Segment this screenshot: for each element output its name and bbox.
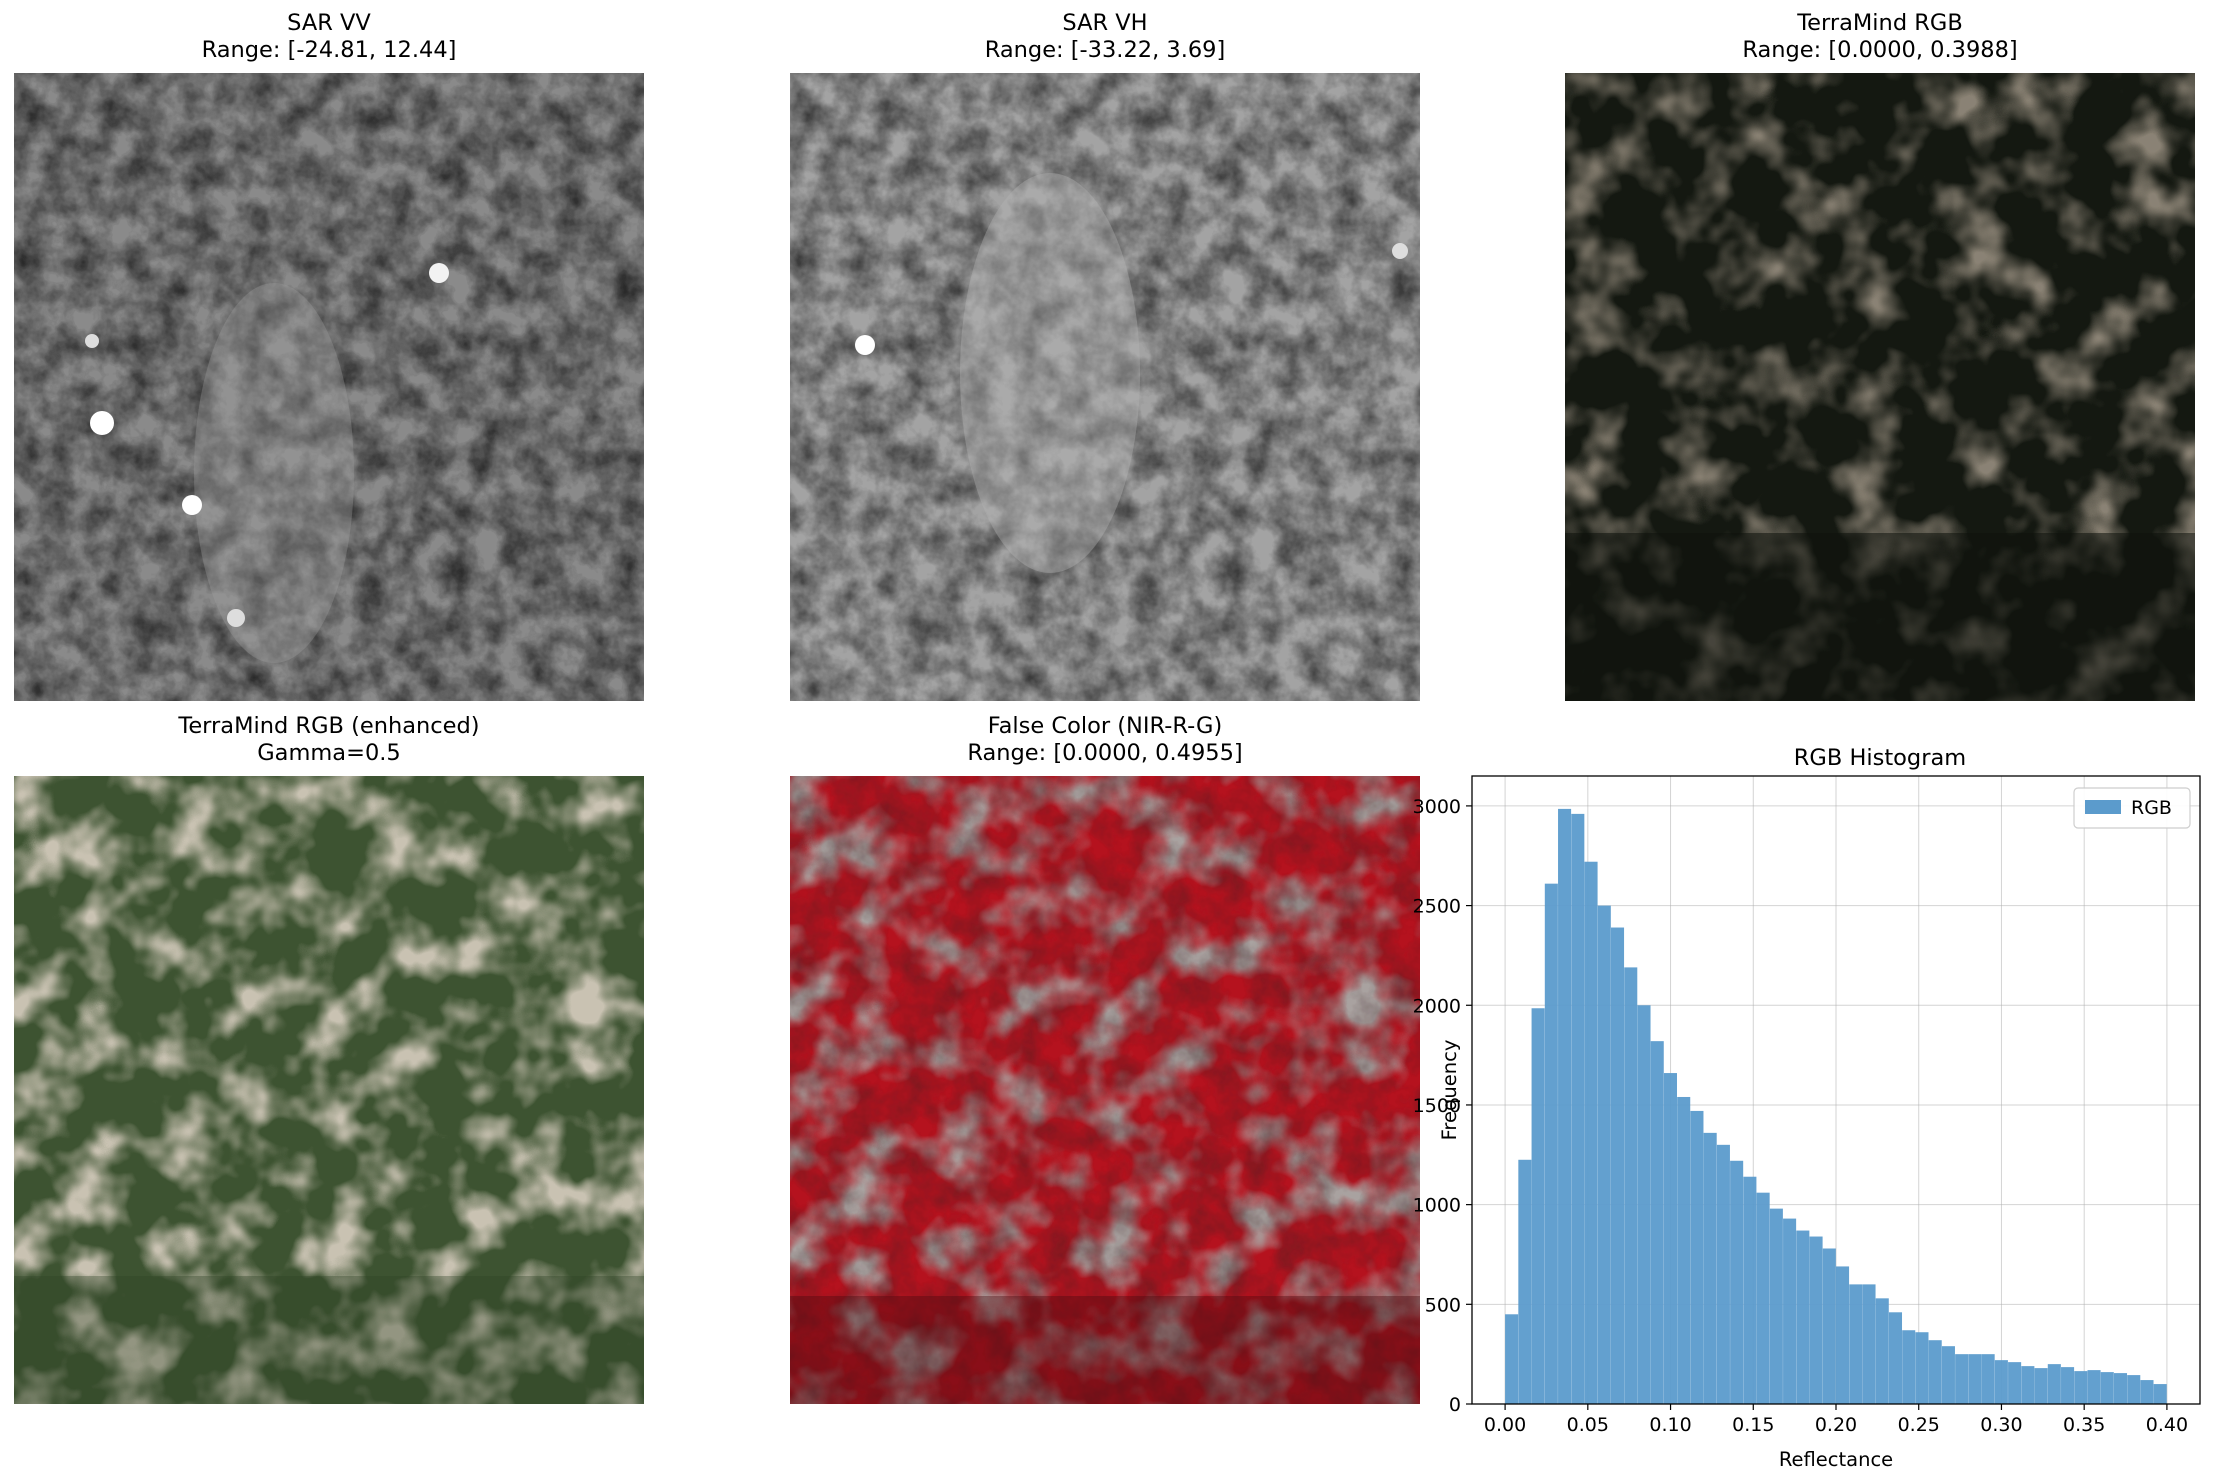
panel-title-text: SAR VV xyxy=(287,10,371,36)
histogram-bar xyxy=(1888,1312,1903,1404)
histogram-bar xyxy=(1981,1354,1995,1404)
x-tick-label: 0.35 xyxy=(2063,1414,2105,1436)
x-tick-label: 0.30 xyxy=(1980,1414,2022,1436)
histogram-bar xyxy=(1968,1354,1982,1404)
histogram-bar xyxy=(1716,1144,1730,1404)
panel-title-terramind-rgb: TerraMind RGB Range: [0.0000, 0.3988] xyxy=(1565,10,2195,64)
y-tick-label: 0 xyxy=(1449,1394,1461,1416)
panel-subtitle-text: Range: [0.0000, 0.4955] xyxy=(967,740,1243,766)
histogram-bar xyxy=(1624,967,1638,1404)
histogram-bar xyxy=(1531,1008,1545,1404)
y-tick-label: 2500 xyxy=(1413,896,1461,918)
histogram-bar xyxy=(1809,1236,1823,1404)
histogram-bar xyxy=(1584,861,1598,1404)
histogram-bar xyxy=(2140,1380,2154,1404)
histogram-bar xyxy=(2153,1384,2167,1404)
chart-bars xyxy=(1505,808,2167,1404)
panel-title-text: SAR VH xyxy=(1062,10,1148,36)
terramind-rgb-enhanced-image xyxy=(14,776,644,1404)
chart-ticks: 0.00 0.05 0.10 0.15 0.20 0.25 0.30 0.35 0.40 0 500… xyxy=(1413,796,2188,1436)
histogram-bar xyxy=(1756,1192,1770,1404)
x-tick-label: 0.10 xyxy=(1649,1414,1691,1436)
x-tick-label: 0.05 xyxy=(1567,1414,1609,1436)
histogram-bar xyxy=(2021,1366,2035,1404)
y-tick-label: 2000 xyxy=(1413,995,1461,1017)
y-axis-label: Frequency xyxy=(1438,1040,1461,1141)
y-tick-label: 3000 xyxy=(1413,796,1461,818)
legend-frame xyxy=(2073,787,2191,829)
panel-subtitle-text: Range: [0.0000, 0.3988] xyxy=(1742,37,2018,63)
x-axis-label: Reflectance xyxy=(1779,1448,1893,1471)
panel-title-false-color: False Color (NIR-R-G) Range: [0.0000, 0.… xyxy=(790,713,1420,767)
histogram-bar xyxy=(1955,1354,1969,1404)
histogram-bar xyxy=(2034,1368,2048,1404)
chart-legend: RGB xyxy=(2073,787,2191,829)
sar-vv-image xyxy=(14,73,644,701)
histogram-bar xyxy=(1902,1330,1916,1404)
histogram-bar xyxy=(2100,1372,2114,1404)
panel-title-sar-vv: SAR VV Range: [-24.81, 12.44] xyxy=(14,10,644,64)
chart-title: RGB Histogram xyxy=(1794,745,1966,771)
histogram-bar xyxy=(1994,1360,2008,1404)
panel-subtitle-text: Gamma=0.5 xyxy=(257,740,401,766)
histogram-bar xyxy=(1518,1159,1532,1404)
histogram-bar xyxy=(1743,1176,1757,1404)
histogram-bar xyxy=(1677,1096,1691,1404)
histogram-bar xyxy=(2113,1373,2128,1404)
sar-vh-image xyxy=(790,73,1420,701)
legend-entry-rgb: RGB xyxy=(2131,797,2172,819)
histogram-bar xyxy=(1836,1266,1850,1404)
histogram-bar xyxy=(2074,1371,2088,1404)
histogram-bar xyxy=(1862,1284,1876,1404)
histogram-bar xyxy=(1769,1208,1783,1404)
histogram-bar xyxy=(1928,1340,1942,1404)
histogram-bar xyxy=(1849,1284,1863,1404)
histogram-bar xyxy=(1796,1230,1810,1404)
panel-title-text: TerraMind RGB xyxy=(1797,10,1963,36)
histogram-bar xyxy=(1783,1218,1797,1404)
histogram-bar xyxy=(1505,1314,1519,1404)
histogram-bar xyxy=(1663,1073,1677,1404)
y-tick-label: 1500 xyxy=(1413,1095,1461,1117)
panel-subtitle-text: Range: [-24.81, 12.44] xyxy=(201,37,457,63)
panel-title-text: False Color (NIR-R-G) xyxy=(987,713,1223,739)
x-tick-label: 0.00 xyxy=(1484,1414,1526,1436)
histogram-bar xyxy=(1875,1298,1889,1404)
terramind-rgb-image xyxy=(1565,73,2195,701)
histogram-bar xyxy=(2087,1370,2101,1404)
y-tick-label: 500 xyxy=(1425,1294,1461,1316)
histogram-bar xyxy=(1571,813,1585,1404)
histogram-bar xyxy=(2008,1362,2022,1404)
histogram-bar xyxy=(1637,1005,1651,1404)
panel-title-terramind-rgb-enhanced: TerraMind RGB (enhanced) Gamma=0.5 xyxy=(14,713,644,767)
histogram-bar xyxy=(1610,927,1625,1404)
panel-title-sar-vh: SAR VH Range: [-33.22, 3.69] xyxy=(790,10,1420,64)
false-color-image xyxy=(790,776,1420,1404)
histogram-bar xyxy=(1650,1041,1664,1404)
panel-title-text: TerraMind RGB (enhanced) xyxy=(178,713,480,739)
histogram-bar xyxy=(1915,1332,1929,1404)
x-tick-label: 0.40 xyxy=(2146,1414,2188,1436)
histogram-bar xyxy=(1730,1160,1744,1404)
histogram-bar xyxy=(1822,1248,1836,1404)
histogram-bar xyxy=(1703,1132,1717,1404)
histogram-bar xyxy=(1544,883,1558,1404)
histogram-bar xyxy=(1941,1346,1955,1404)
histogram-bar xyxy=(1597,905,1611,1404)
x-tick-label: 0.25 xyxy=(1898,1414,1940,1436)
histogram-bar xyxy=(2047,1364,2061,1404)
histogram-bar xyxy=(1558,808,1572,1404)
panel-subtitle-text: Range: [-33.22, 3.69] xyxy=(984,37,1226,63)
y-tick-label: 1000 xyxy=(1413,1195,1461,1217)
x-tick-label: 0.15 xyxy=(1732,1414,1774,1436)
legend-swatch xyxy=(2085,800,2121,814)
histogram-bar xyxy=(2127,1375,2141,1404)
histogram-bar xyxy=(2061,1367,2075,1404)
x-tick-label: 0.20 xyxy=(1815,1414,1857,1436)
histogram-bar xyxy=(1690,1110,1704,1404)
